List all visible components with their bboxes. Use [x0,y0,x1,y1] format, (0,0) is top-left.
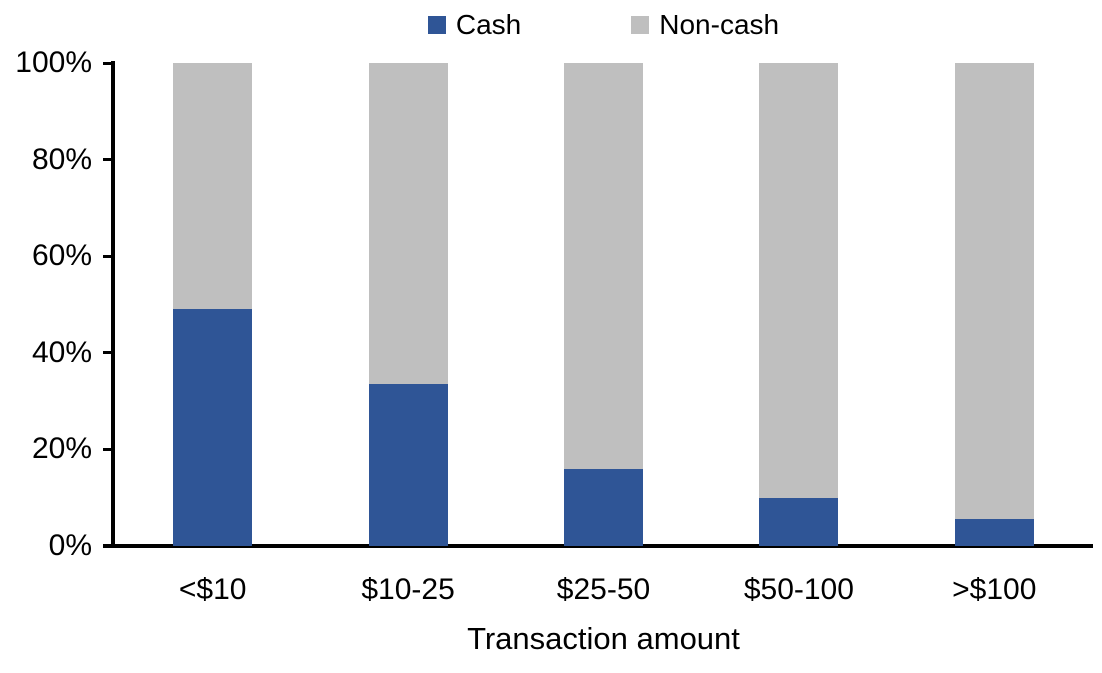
cash-swatch-icon [427,16,446,34]
bar-segment-cash [173,309,253,546]
bar-segment-cash [564,468,643,546]
bar-segment-cash [368,384,448,546]
bar-3 [564,63,643,546]
y-tick-label: 0% [48,529,92,562]
noncash-swatch-icon [631,16,650,34]
y-tick-mark [103,447,115,451]
legend-label-noncash: Non-cash [659,9,780,40]
bar-2 [368,63,448,546]
plot-area [115,63,1092,546]
bar-segment-noncash [954,63,1034,520]
bar-1 [173,63,253,546]
bar-5 [954,63,1034,546]
x-tick-label: $25-50 [556,573,651,606]
bar-4 [759,63,839,546]
bar-segment-noncash [759,63,839,498]
y-tick-mark [103,61,115,65]
x-tick-label: >$100 [952,573,1037,606]
y-axis-line [111,61,115,546]
y-tick-label: 100% [15,46,92,79]
y-tick-label: 80% [31,142,92,176]
legend-item-cash: Cash [427,8,522,42]
y-tick-mark [103,351,115,355]
x-tick-label: $50-100 [743,573,854,606]
y-tick-mark [103,158,115,162]
bar-segment-noncash [368,63,448,385]
bar-segment-cash [954,519,1034,546]
y-tick-label: 20% [31,432,92,466]
x-tick-label: $10-25 [361,573,455,606]
x-tick-label: <$10 [178,573,247,606]
y-tick-label: 60% [31,239,92,273]
legend-item-noncash: Non-cash [631,8,779,42]
x-axis-title: Transaction amount [467,621,740,656]
bar-segment-cash [759,497,839,546]
bar-segment-noncash [173,63,253,310]
y-tick-mark [103,254,115,258]
y-tick-label: 40% [31,335,92,369]
legend: Cash Non-cash [115,8,1092,42]
bar-segment-noncash [564,63,643,469]
x-axis-line [103,544,1093,548]
legend-label-cash: Cash [455,9,522,40]
